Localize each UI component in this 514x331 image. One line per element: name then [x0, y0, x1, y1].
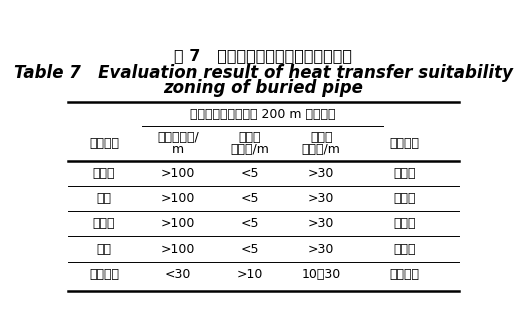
Text: 卵石层: 卵石层 [238, 131, 261, 144]
Text: 适宜区: 适宜区 [394, 192, 416, 205]
Text: 石河南岛: 石河南岛 [89, 268, 119, 281]
Text: 较适宜区: 较适宜区 [390, 268, 420, 281]
Text: >30: >30 [308, 217, 335, 230]
Text: 表 7   地埋管换热适宜性分区评价结果: 表 7 地埋管换热适宜性分区评价结果 [174, 48, 353, 63]
Text: <5: <5 [240, 217, 259, 230]
Text: 第四系厚度/: 第四系厚度/ [157, 131, 198, 144]
Text: 月岛: 月岛 [97, 192, 112, 205]
Text: <5: <5 [240, 243, 259, 256]
Text: >100: >100 [160, 243, 195, 256]
Text: Table 7   Evaluation result of heat transfer suitability: Table 7 Evaluation result of heat transf… [14, 64, 513, 82]
Text: zoning of buried pipe: zoning of buried pipe [163, 79, 363, 97]
Text: >30: >30 [308, 167, 335, 180]
Text: m: m [172, 143, 184, 157]
Text: 适宜区: 适宜区 [394, 217, 416, 230]
Text: 含水层: 含水层 [310, 131, 333, 144]
Text: 海岛名称: 海岛名称 [89, 137, 119, 150]
Text: 适宜区: 适宜区 [394, 167, 416, 180]
Text: <5: <5 [240, 192, 259, 205]
Text: 适宜区: 适宜区 [394, 243, 416, 256]
Text: 总厚度/m: 总厚度/m [230, 143, 269, 157]
Text: >100: >100 [160, 167, 195, 180]
Text: 祥云岛: 祥云岛 [93, 217, 115, 230]
Text: 评价结果: 评价结果 [390, 137, 420, 150]
Text: >30: >30 [308, 243, 335, 256]
Text: >30: >30 [308, 192, 335, 205]
Text: >10: >10 [236, 268, 263, 281]
Text: <5: <5 [240, 167, 259, 180]
Text: <30: <30 [164, 268, 191, 281]
Text: 10～30: 10～30 [302, 268, 341, 281]
Text: >100: >100 [160, 192, 195, 205]
Text: 总厚度/m: 总厚度/m [302, 143, 341, 157]
Text: 龙岛: 龙岛 [97, 243, 112, 256]
Text: 菩提岛: 菩提岛 [93, 167, 115, 180]
Text: 分区指标（地表以下 200 m 范围内）: 分区指标（地表以下 200 m 范围内） [190, 108, 335, 121]
Text: >100: >100 [160, 217, 195, 230]
